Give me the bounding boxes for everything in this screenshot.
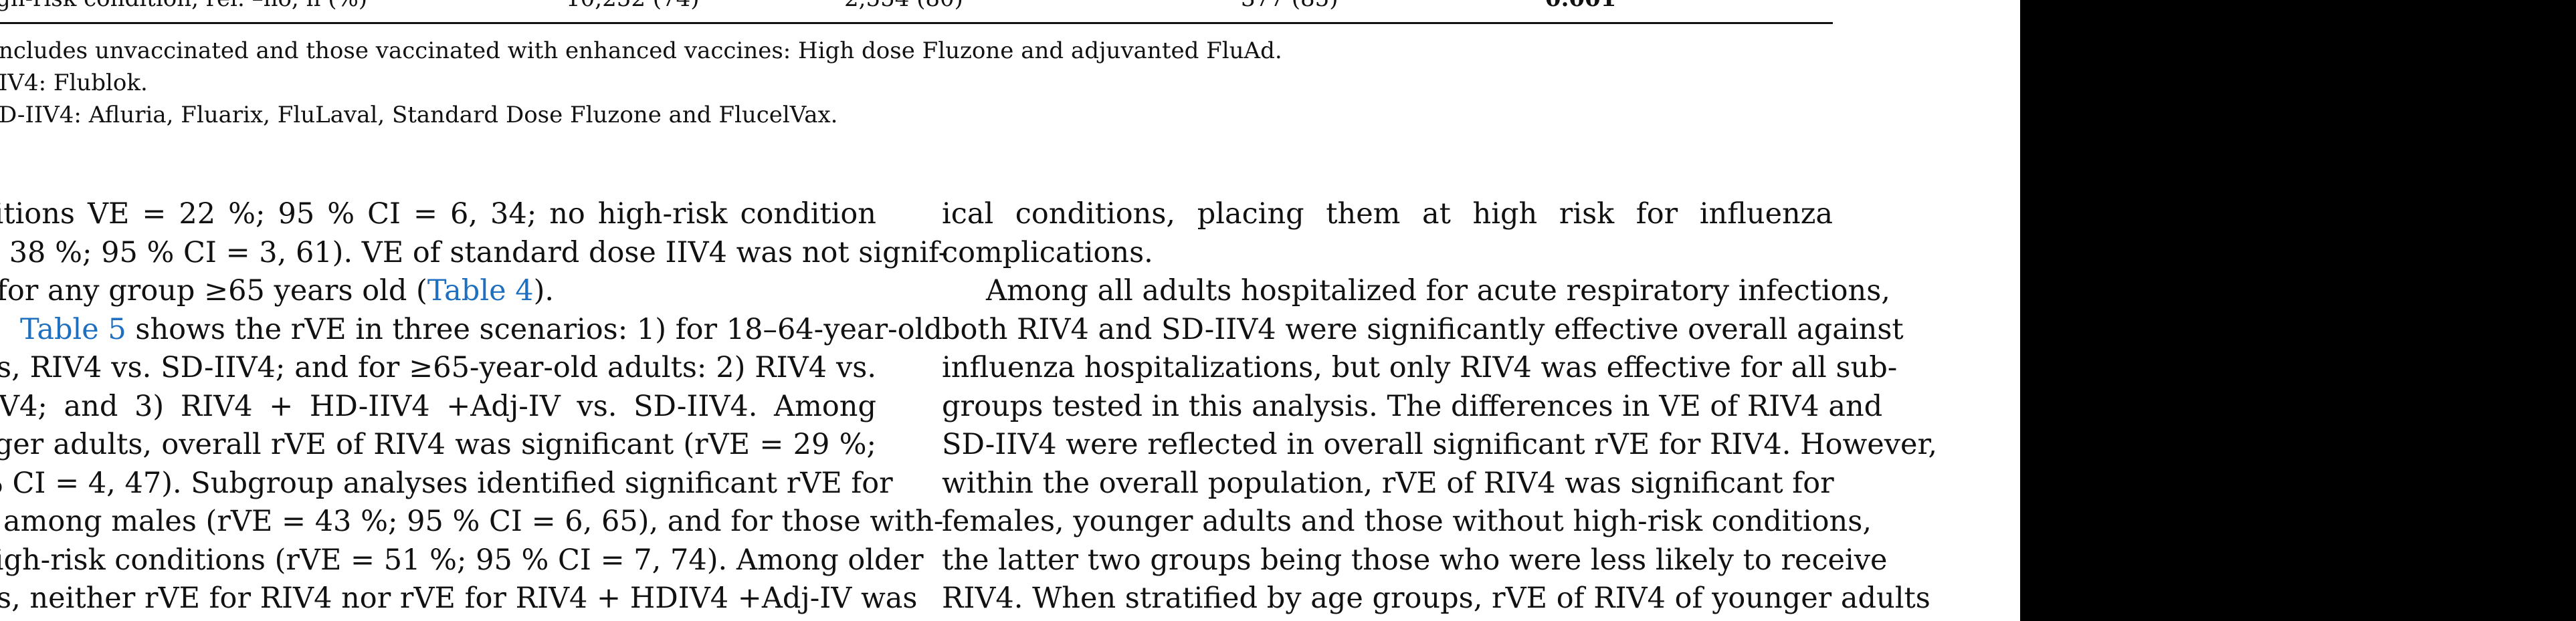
text-line: lts, neither rVE for RIV4 nor rVE for RI… [0, 582, 918, 615]
text-line: SD-IIV4 were reflected in overall signif… [942, 428, 1937, 461]
text-line: ical conditions, placing them at high ri… [942, 197, 1833, 231]
text-line: females, younger adults and those withou… [942, 505, 1872, 538]
row-label: gh-risk condition, rel. –no, n (%) [0, 0, 367, 12]
text-line: lts, RIV4 vs. SD-IIV4; and for ≥65-year-… [0, 351, 876, 384]
text-line: nger adults, overall rVE of RIV4 was sig… [0, 428, 876, 461]
left-text-column: ditions VE = 22 %; 95 % CI = 6, 34; no h… [0, 195, 949, 618]
text-line: ditions VE = 22 %; 95 % CI = 6, 34; no h… [0, 197, 876, 231]
footnote: D-IIV4: Afluria, Fluarix, FluLaval, Stan… [0, 102, 838, 128]
text-line: Among all adults hospitalized for acute … [986, 274, 1890, 307]
text-line: % CI = 4, 47). Subgroup analyses identif… [0, 466, 893, 500]
table-5-link[interactable]: Table 5 [20, 312, 126, 346]
text-line: = 38 %; 95 % CI = 3, 61). VE of standard… [0, 235, 949, 269]
dark-side-panel [2020, 0, 2576, 621]
text-line: t for any group ≥65 years old (Table 4). [0, 274, 555, 307]
text-line: influenza hospitalizations, but only RIV… [942, 351, 1898, 384]
text-line: IIV4; and 3) RIV4 + HD-IIV4 +Adj-IV vs. … [0, 389, 876, 423]
text-line: high-risk conditions (rVE = 51 %; 95 % C… [0, 543, 924, 577]
table-footnotes: ncludes unvaccinated and those vaccinate… [0, 35, 1282, 131]
table-bottom-rule [0, 22, 1833, 24]
footnote: IV4: Flublok. [0, 70, 148, 96]
table-4-link[interactable]: Table 4 [427, 274, 534, 307]
text-line: complications. [942, 235, 1153, 269]
text-line: within the overall population, rVE of RI… [942, 466, 1834, 500]
text-line: Table 5 shows the rVE in three scenarios… [20, 312, 943, 346]
paper-page: gh-risk condition, rel. –no, n (%) 10,25… [0, 0, 2020, 618]
row-p-value: 0.001 [1545, 0, 1616, 12]
right-text-column: ical conditions, placing them at high ri… [942, 195, 1937, 618]
text-line: RIV4. When stratified by age groups, rVE… [942, 582, 1930, 615]
row-value-2: 2,554 (80) [844, 0, 963, 12]
footnote: ncludes unvaccinated and those vaccinate… [0, 37, 1282, 64]
row-value-1: 10,252 (74) [566, 0, 700, 12]
row-value-3: 377 (85) [1241, 0, 1339, 12]
text-line: both RIV4 and SD-IIV4 were significantly… [942, 312, 1904, 346]
text-line: the latter two groups being those who we… [942, 543, 1888, 577]
table-last-row: gh-risk condition, rel. –no, n (%) 10,25… [0, 0, 2020, 12]
text-line: 4 among males (rVE = 43 %; 95 % CI = 6, … [0, 505, 944, 538]
text-line: groups tested in this analysis. The diff… [942, 389, 1883, 423]
